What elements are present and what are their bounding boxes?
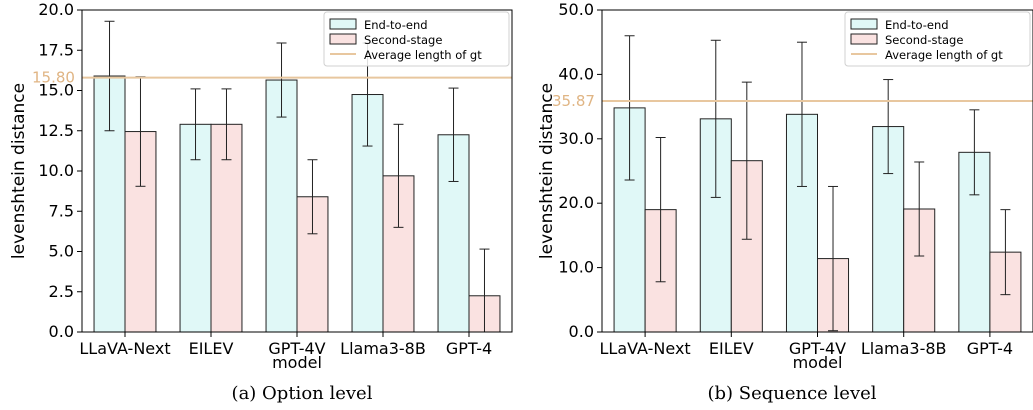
x-tick-label: Llama3-8B xyxy=(340,339,426,358)
bar-end-to-end-2 xyxy=(265,79,298,333)
x-tick-label: LLaVA-Next xyxy=(79,339,170,358)
y-tick-label: 10.0 xyxy=(558,258,594,277)
legend-swatch-0 xyxy=(329,18,357,30)
x-tick-label: LLaVA-Next xyxy=(599,339,690,358)
legend-swatch-1 xyxy=(329,33,357,45)
x-tick-label: Llama3-8B xyxy=(861,339,947,358)
legend-label-2: Average length of gt xyxy=(364,48,482,62)
reference-value-label: 15.80 xyxy=(32,69,75,87)
x-tick-label: EILEV xyxy=(709,339,754,358)
reference-value-label: 35.87 xyxy=(552,92,595,110)
x-tick-label: GPT-4 xyxy=(446,339,492,358)
x-axis-label: model xyxy=(793,353,843,372)
y-tick-label: 0.0 xyxy=(49,322,74,341)
legend-label-0: End-to-end xyxy=(885,18,949,32)
y-axis-label: levenshtein distance xyxy=(9,83,29,259)
y-tick-label: 7.5 xyxy=(49,201,74,220)
x-axis-label: model xyxy=(272,353,322,372)
legend-label-0: End-to-end xyxy=(364,18,428,32)
y-tick-label: 50.0 xyxy=(558,0,594,19)
x-tick-label: GPT-4V xyxy=(268,339,325,358)
y-tick-label: 5.0 xyxy=(49,242,74,261)
x-tick-label: EILEV xyxy=(189,339,234,358)
caption-a: (a) Option level xyxy=(231,383,373,404)
legend-label-1: Second-stage xyxy=(364,33,442,47)
y-tick-label: 12.5 xyxy=(38,121,74,140)
legend-box xyxy=(323,11,510,67)
y-tick-label: 10.0 xyxy=(38,161,74,180)
legend-swatch-1 xyxy=(850,33,878,45)
y-tick-label: 2.5 xyxy=(49,282,74,301)
legend-label-2: Average length of gt xyxy=(885,48,1003,62)
x-tick-label: GPT-4 xyxy=(967,339,1013,358)
legend-box xyxy=(844,11,1031,67)
y-axis-label: levenshtein distance xyxy=(537,83,557,259)
y-tick-label: 30.0 xyxy=(558,129,594,148)
y-tick-label: 15.0 xyxy=(38,81,74,100)
y-tick-label: 40.0 xyxy=(558,64,594,83)
legend-swatch-0 xyxy=(850,18,878,30)
y-tick-label: 20.0 xyxy=(558,193,594,212)
x-tick-label: GPT-4V xyxy=(789,339,846,358)
y-tick-label: 17.5 xyxy=(38,40,74,59)
legend-label-1: Second-stage xyxy=(885,33,963,47)
y-tick-label: 0.0 xyxy=(569,322,594,341)
caption-b: (b) Sequence level xyxy=(707,383,877,404)
y-tick-label: 20.0 xyxy=(38,0,74,19)
